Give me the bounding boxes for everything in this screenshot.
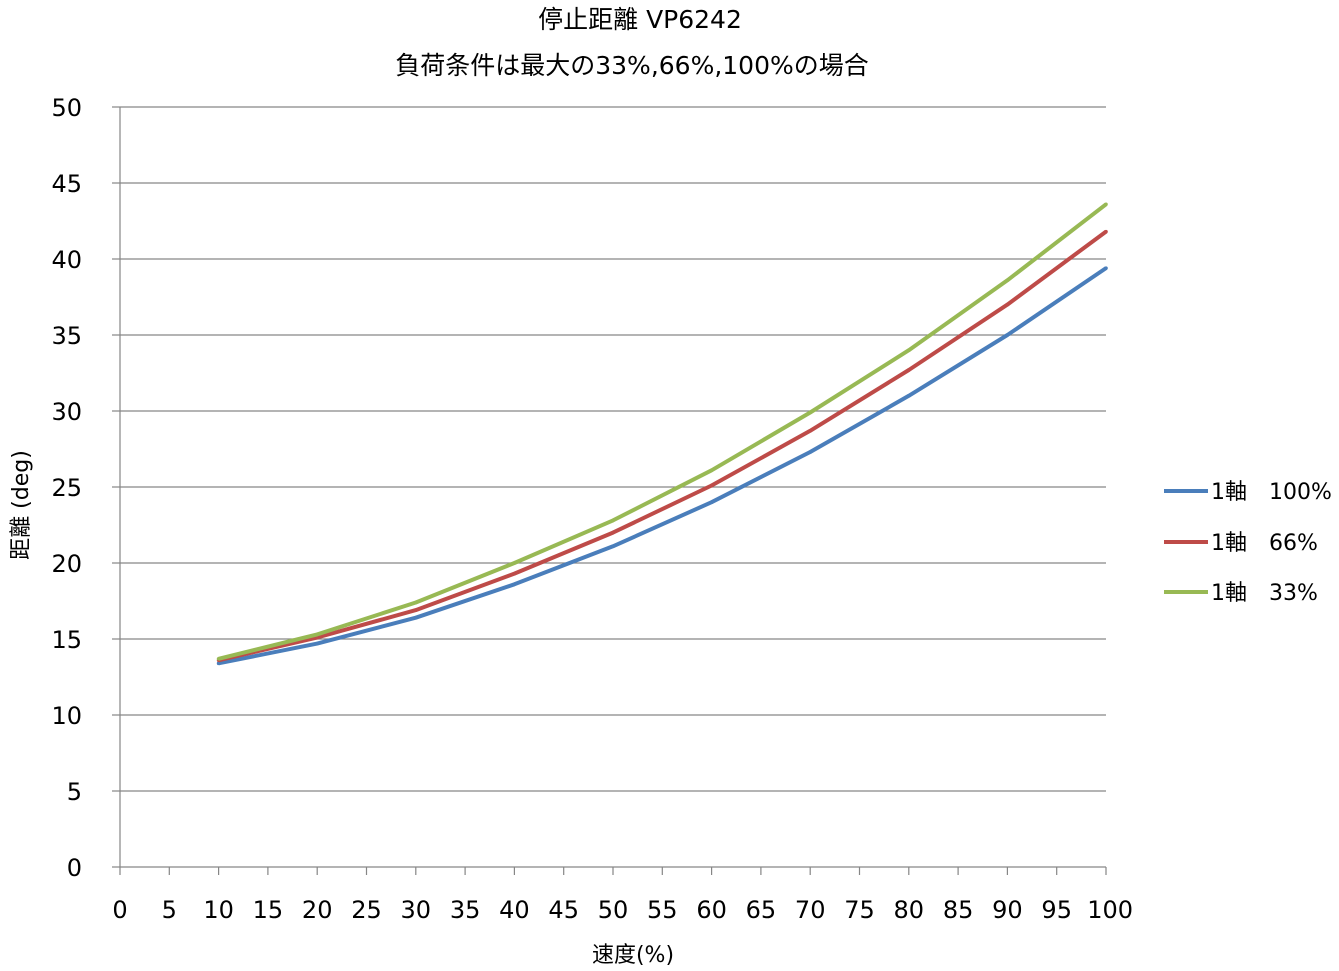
tick-labels: 0 5 10 15 20 25 30 35 40 45 50 0 5 10 15 20 25 30 35 40 45 50…	[51, 94, 1133, 924]
data-point	[1104, 229, 1108, 234]
data-point	[216, 656, 221, 661]
legend-label: 1軸 33%	[1211, 581, 1318, 606]
legend-label: 1軸 100%	[1211, 480, 1332, 505]
chart-title: 停止距離 VP6242	[538, 5, 742, 34]
x-tick-label: 0	[112, 896, 127, 924]
y-tick-label: 0	[67, 854, 82, 882]
x-tick-label: 45	[548, 896, 579, 924]
data-point	[315, 632, 320, 637]
y-tick-label: 5	[67, 778, 82, 806]
x-tick-label: 90	[992, 896, 1023, 924]
data-point	[216, 661, 221, 666]
y-tick-label: 10	[51, 702, 82, 730]
data-point	[315, 641, 320, 646]
x-tick-label: 30	[401, 896, 432, 924]
x-tick-label: 80	[894, 896, 925, 924]
data-point	[907, 394, 911, 398]
series-lines	[216, 202, 1108, 666]
data-point	[512, 571, 517, 576]
data-point	[907, 368, 911, 372]
data-point	[611, 530, 615, 535]
data-point	[1104, 202, 1108, 207]
series-line-0	[218, 266, 1108, 666]
y-tick-label: 15	[51, 626, 82, 654]
data-point	[414, 600, 418, 605]
data-point	[611, 518, 615, 523]
y-tick-label: 20	[51, 550, 82, 578]
x-tick-label: 75	[844, 896, 875, 924]
gridlines	[120, 106, 1106, 792]
data-point	[709, 500, 714, 505]
data-point	[611, 544, 615, 549]
legend-label: 1軸 66%	[1211, 531, 1318, 556]
x-tick-label: 100	[1087, 896, 1133, 924]
x-tick-label: 95	[1041, 896, 1072, 924]
data-point	[512, 582, 517, 587]
series-line-2	[218, 202, 1108, 661]
x-tick-label: 65	[746, 896, 777, 924]
x-tick-label: 85	[943, 896, 974, 924]
data-point	[808, 450, 812, 454]
y-tick-label: 45	[51, 170, 82, 198]
data-point	[414, 615, 418, 620]
data-point	[808, 410, 812, 415]
data-point	[414, 608, 418, 612]
y-axis-label: 距離 (deg)	[9, 450, 34, 560]
y-tick-label: 35	[51, 322, 82, 350]
x-tick-label: 5	[162, 896, 177, 924]
chart-subtitle: 負荷条件は最大の33%,66%,100%の場合	[395, 51, 869, 80]
data-point	[709, 483, 714, 488]
x-tick-label: 55	[647, 896, 678, 924]
y-tick-label: 50	[51, 94, 82, 122]
x-tick-label: 10	[203, 896, 234, 924]
x-axis-label: 速度(%)	[592, 943, 674, 968]
x-tick-label: 15	[253, 896, 284, 924]
series-line-1	[218, 229, 1108, 663]
x-tick-label: 40	[499, 896, 530, 924]
y-tick-label: 30	[51, 398, 82, 426]
data-point	[1104, 266, 1108, 270]
data-point	[1005, 302, 1010, 307]
data-point	[907, 348, 911, 353]
y-tick-label: 40	[51, 246, 82, 274]
y-tick-label: 25	[51, 474, 82, 502]
data-point	[808, 428, 812, 433]
x-tick-label: 20	[302, 896, 333, 924]
data-point	[709, 468, 714, 473]
axes	[112, 106, 1107, 875]
x-tick-label: 35	[450, 896, 481, 924]
x-tick-label: 50	[598, 896, 629, 924]
x-tick-label: 70	[795, 896, 826, 924]
x-tick-label: 60	[696, 896, 727, 924]
data-point	[512, 561, 517, 565]
x-tick-label: 25	[351, 896, 382, 924]
data-point	[1005, 333, 1010, 337]
legend: 1軸 100% 1軸 66% 1軸 33%	[1164, 480, 1332, 606]
data-point	[1005, 278, 1010, 283]
